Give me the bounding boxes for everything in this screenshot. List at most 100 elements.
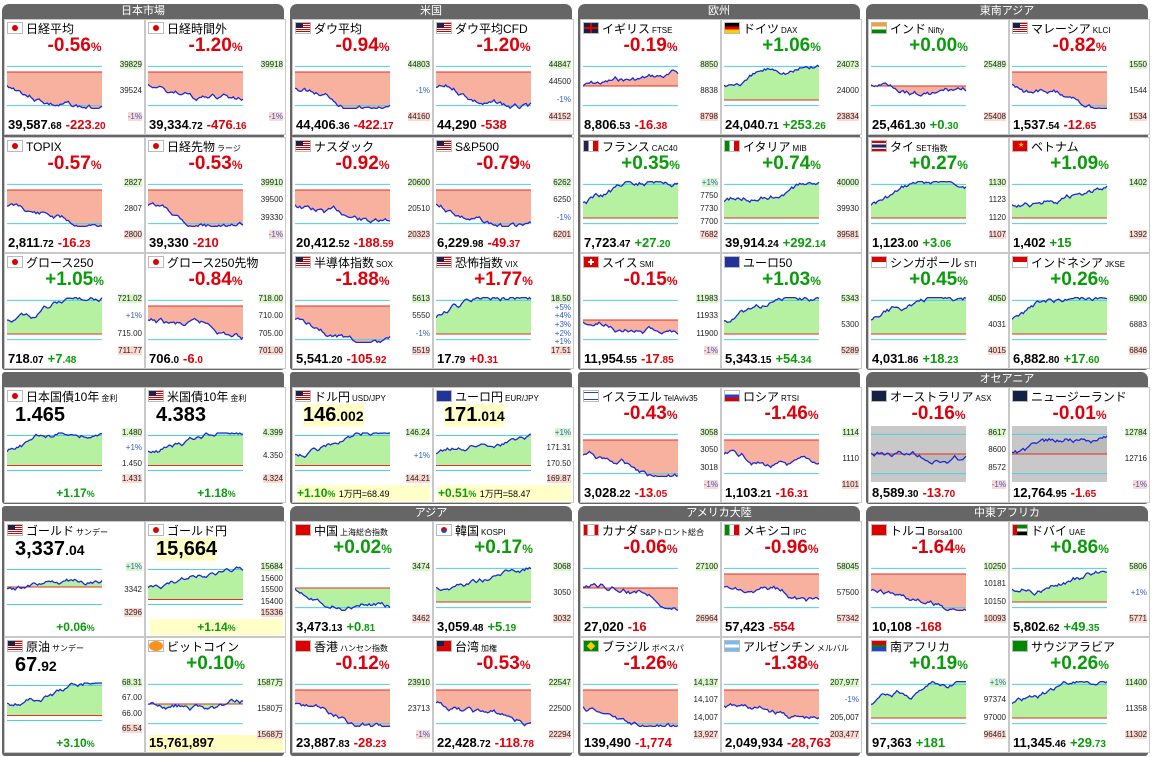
market-tile[interactable]: タイ SET指数 +0.27% 1,123.00 +3.06 1130 1123 1120 11… xyxy=(868,137,1009,253)
axis-label: 1587万 xyxy=(257,678,283,687)
change-value: +253.26 xyxy=(782,117,826,132)
market-tile[interactable]: ドバイ UAE +0.86% 5,802.62 +49.35 5806 +1% 5771 xyxy=(1009,521,1150,637)
th-flag-icon xyxy=(871,140,887,152)
market-tile[interactable]: オーストラリア ASX -0.16% 8,589.30 -13.70 8617 8600 85… xyxy=(868,387,1009,503)
market-tile[interactable]: イタリア MIB +0.74% 39,914.24 +292.14 40000 39930 3… xyxy=(721,137,862,253)
price-footer: 17.79 +0.31 xyxy=(437,351,571,367)
market-tile[interactable]: TOPIX -0.57% 2,811.72 -16.23 2827 2807 2800 xyxy=(4,137,145,253)
price: 44,290 xyxy=(437,117,477,132)
section-title: オセアニア xyxy=(979,373,1035,385)
axis-label: -1% xyxy=(415,730,430,739)
au-flag-icon xyxy=(871,390,887,402)
axis-label: 39930 xyxy=(836,204,859,213)
axis-label: 26964 xyxy=(695,614,718,623)
change-percent: +0.27% xyxy=(909,153,968,174)
market-tile[interactable]: イスラエル TelAviv35 -0.43% 3,028.22 -13.05 3058 30… xyxy=(580,387,721,503)
axis-label: 57342 xyxy=(836,614,859,623)
market-tile[interactable]: ユーロ円 EUR/JPY 171.014 +0.51% 1万円=58.47 +1% 171… xyxy=(433,387,574,503)
tile-header: 日経時間外 xyxy=(148,22,283,36)
market-tile[interactable]: シンガポール STI +0.45% 4,031.86 +18.23 4050 4031 401… xyxy=(868,253,1009,369)
market-tile[interactable]: 南アフリカ +0.19% 97,363 +181 +1% 97374 97000 96461 xyxy=(868,637,1009,753)
axis-label: 12784 xyxy=(1124,428,1147,437)
market-tile[interactable]: スイス SMI -0.15% 11,954.55 -17.85 11983 11933 119… xyxy=(580,253,721,369)
market-tile[interactable]: ドル円 USD/JPY 146.002 +1.10% 1万円=68.49 146.24 +… xyxy=(292,387,433,503)
axis-label: 710.00 xyxy=(258,311,283,320)
tile-header: トルコ Borsa100 xyxy=(871,524,1006,538)
price-chart xyxy=(870,180,967,225)
market-subname: ボベスパ xyxy=(651,644,684,653)
market-subname: S&Pトロント総合 xyxy=(640,528,705,537)
market-tile[interactable]: フランス CAC40 +0.35% 7,723.47 +27.20 +1% 7750 7730… xyxy=(580,137,721,253)
market-tile[interactable]: トルコ Borsa100 -1.64% 10,108 -168 10250 10181 101… xyxy=(868,521,1009,637)
tile-header: メキシコ IPC xyxy=(724,524,859,538)
axis-label: 14,107 xyxy=(693,695,718,704)
change-value: +5.19 xyxy=(487,619,517,634)
axis-label: 7750 xyxy=(700,191,718,200)
market-tile[interactable]: 恐怖指数 VIX +1.77% 17.79 +0.31 18.50 +5% +4% +3% +2%… xyxy=(433,253,574,369)
axis-label: 721.02 xyxy=(117,294,142,303)
price-chart xyxy=(582,433,679,478)
market-tile[interactable]: 日経平均 -0.56% 39,587.68 -223.20 39829 39524 -1% xyxy=(4,19,145,135)
market-tile[interactable]: 原油 サンデー 67.92 +3.10% 68.31 67.00 66.00 65.54 xyxy=(4,637,145,753)
market-tile[interactable]: メキシコ IPC -0.96% 57,423 -554 58045 57500 57342 xyxy=(721,521,862,637)
tile-header: インドネシア JKSE xyxy=(1012,256,1147,270)
market-tile[interactable]: マレーシア KLCI -0.82% 1,537.54 -12.65 1550 1544 153… xyxy=(1009,19,1150,135)
change-percent: +0.86% xyxy=(1050,537,1109,558)
price-footer: 8,806.53 -16.38 xyxy=(584,117,718,133)
price-footer: 706.0 -6.0 xyxy=(149,351,283,367)
market-tile[interactable]: ロシア RTSI -1.46% 1,103.21 -16.31 1114 1110 1101 xyxy=(721,387,862,503)
market-tile[interactable]: ★ ベトナム +1.09% 1,402 +15 1402 1392 xyxy=(1009,137,1150,253)
change-percent: -0.96% xyxy=(764,537,819,558)
market-tile[interactable]: 米国債10年 金利 4.383 +1.18% 4.399 4.350 4.324 xyxy=(145,387,286,503)
market-tile[interactable]: インド Nifty +0.00% 25,461.30 +0.30 25489 25408 xyxy=(868,19,1009,135)
market-tile[interactable]: ゴールド サンデー 3,337.04 +0.06% +1% 3342 3296 xyxy=(4,521,145,637)
axis-label: 13,927 xyxy=(693,730,718,739)
axis-label: 711.77 xyxy=(118,346,142,355)
cn-flag-icon xyxy=(295,524,311,536)
change-percent: +1.03% xyxy=(762,269,821,290)
market-tile[interactable]: インドネシア JKSE +0.26% 6,882.80 +17.60 6900 6883 68… xyxy=(1009,253,1150,369)
market-tile[interactable]: S&P500 -0.79% 6,229.98 -49.37 6262 6250 -1% 620… xyxy=(433,137,574,253)
market-tile[interactable]: カナダ S&Pトロント総合 -0.06% 27,020 -16 27100 26964 xyxy=(580,521,721,637)
market-subname: CAC40 xyxy=(651,144,678,153)
price-chart xyxy=(870,567,967,612)
market-tile[interactable]: ドイツ DAX +1.06% 24,040.71 +253.26 24073 24000 23… xyxy=(721,19,862,135)
market-tile[interactable]: グロース250先物 -0.84% 706.0 -6.0 718.00 710.00 705.… xyxy=(145,253,286,369)
market-name: トルコ xyxy=(890,524,926,538)
market-tile[interactable]: 日経先物 ラージ -0.53% 39,330 -210 39910 39500 39330 -1… xyxy=(145,137,286,253)
price: 10,108 xyxy=(872,619,912,634)
market-tile[interactable]: サウジアラビア +0.26% 11,345.46 +29.73 11400 11358 11… xyxy=(1009,637,1150,753)
axis-label: 25489 xyxy=(983,60,1006,69)
tile-header: 香港 ハンセン指数 xyxy=(295,640,430,654)
market-tile[interactable]: ゴールド円 15,664 +1.14% 15684 15600 15500 15400 153… xyxy=(145,521,286,637)
market-name: 恐怖指数 xyxy=(455,256,504,270)
market-tile[interactable]: イギリス FTSE -0.19% 8,806.53 -16.38 8850 8838 8798 xyxy=(580,19,721,135)
price-chart xyxy=(723,64,820,107)
tile-header: スイス SMI xyxy=(583,256,718,270)
price-chart xyxy=(294,567,391,612)
market-subname: RTSI xyxy=(781,394,800,403)
market-name: イスラエル xyxy=(602,390,662,404)
market-tile[interactable]: ダウ平均 -0.94% 44,406.36 -422.17 44803 -1% 44160 xyxy=(292,19,433,135)
market-tile[interactable]: グロース250 +1.05% 718.07 +7.48 721.02 +1% 715.00 7… xyxy=(4,253,145,369)
price-chart xyxy=(723,567,820,609)
market-tile[interactable]: ダウ平均CFD -1.20% 44,290 -538 44847 44500 -1% 4415… xyxy=(433,19,574,135)
change-value: +0.31 xyxy=(469,351,499,366)
market-tile[interactable]: ユーロ50 +1.03% 5,343.15 +54.34 5343 5300 5289 xyxy=(721,253,862,369)
market-tile[interactable]: 韓国 KOSPI +0.17% 3,059.48 +5.19 3068 3050 3032 xyxy=(433,521,574,637)
market-tile[interactable]: ニュージーランド -0.01% 12,764.95 -1.65 12784 12716 -1… xyxy=(1009,387,1150,503)
market-name: ブラジル xyxy=(602,640,650,654)
market-tile[interactable]: 中国 上海総合指数 +0.02% 3,473.13 +0.81 3474 3462 xyxy=(292,521,433,637)
axis-label: 23910 xyxy=(407,678,430,687)
ru-flag-icon xyxy=(724,390,740,402)
market-tile[interactable]: ブラジル ボベスパ -1.26% 139,490 -1,774 14,137 14,107 1… xyxy=(580,637,721,753)
change-percent: -1.64% xyxy=(911,537,966,558)
market-tile[interactable]: ナスダック -0.92% 20,412.52 -188.59 20600 20510 203… xyxy=(292,137,433,253)
market-tile[interactable]: アルゼンチン メルバル -1.38% 2,049,934 -28,763 207,977 -… xyxy=(721,637,862,753)
market-tile[interactable]: 半導体指数 SOX -1.88% 5,541.20 -105.92 5613 5550 -1%… xyxy=(292,253,433,369)
market-tile[interactable]: ビットコイン +0.10% 15,761,897 1587万 1580万 1568万 xyxy=(145,637,286,753)
market-tile[interactable]: 台湾 加権 -0.53% 22,428.72 -118.78 22547 22500 2229… xyxy=(433,637,574,753)
market-tile[interactable]: 日経時間外 -1.20% 39,334.72 -476.16 39918 -1% xyxy=(145,19,286,135)
market-tile[interactable]: 日本国債10年 金利 1.465 +1.17% 1.480 +1% 1.450 1.431 xyxy=(4,387,145,503)
market-tile[interactable]: 香港 ハンセン指数 -0.12% 23,887.83 -28.23 23910 23713 -… xyxy=(292,637,433,753)
